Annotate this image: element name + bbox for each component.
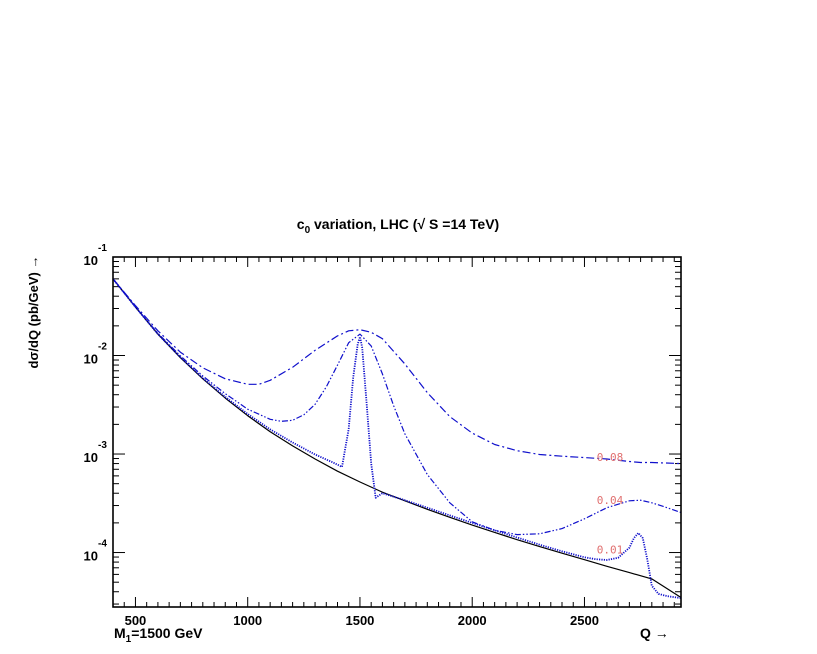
plot-frame [112,256,682,608]
x-axis-label: Q → [640,625,669,641]
curve-annotations: 0.08 0.04 0.01 [597,451,624,556]
mass-label-rest: =1500 GeV [131,625,203,641]
x-tick-label: 1500 [345,613,374,628]
curve-annotation: 0.01 [597,543,624,556]
x-tick-label: 2000 [458,613,487,628]
title-rest: variation, LHC (√ S =14 TeV) [310,216,499,232]
y-tick-exponent: -1 [98,243,107,254]
y-tick-label: 10 [84,549,98,564]
curves [112,278,682,599]
y-tick-exponent: -2 [98,342,107,353]
x-tick-label: 2500 [570,613,599,628]
y-tick-label: 10 [84,352,98,367]
axis-ticks [112,256,681,607]
curve-annotation: 0.08 [597,451,624,464]
mass-label: M1=1500 GeV [114,625,203,645]
x-tick-label: 500 [125,613,147,628]
y-tick-exponent: -3 [98,440,107,451]
y-tick-label: 10 [84,450,98,465]
series-line-dash-dot [112,278,682,465]
series-line-dotted [112,278,682,599]
chart-title: c0 variation, LHC (√ S =14 TeV) [297,216,499,236]
y-tick-exponent: -4 [98,539,107,550]
curve-annotation: 0.04 [597,494,624,507]
y-axis-label: dσ/dQ (pb/GeV) → [26,256,41,369]
series-line-dash-dot-dot [112,278,682,536]
title-subscript: 0 [305,225,311,236]
mass-label-subscript: 1 [126,634,132,645]
x-tick-label: 1000 [233,613,262,628]
y-tick-label: 10 [84,253,98,268]
